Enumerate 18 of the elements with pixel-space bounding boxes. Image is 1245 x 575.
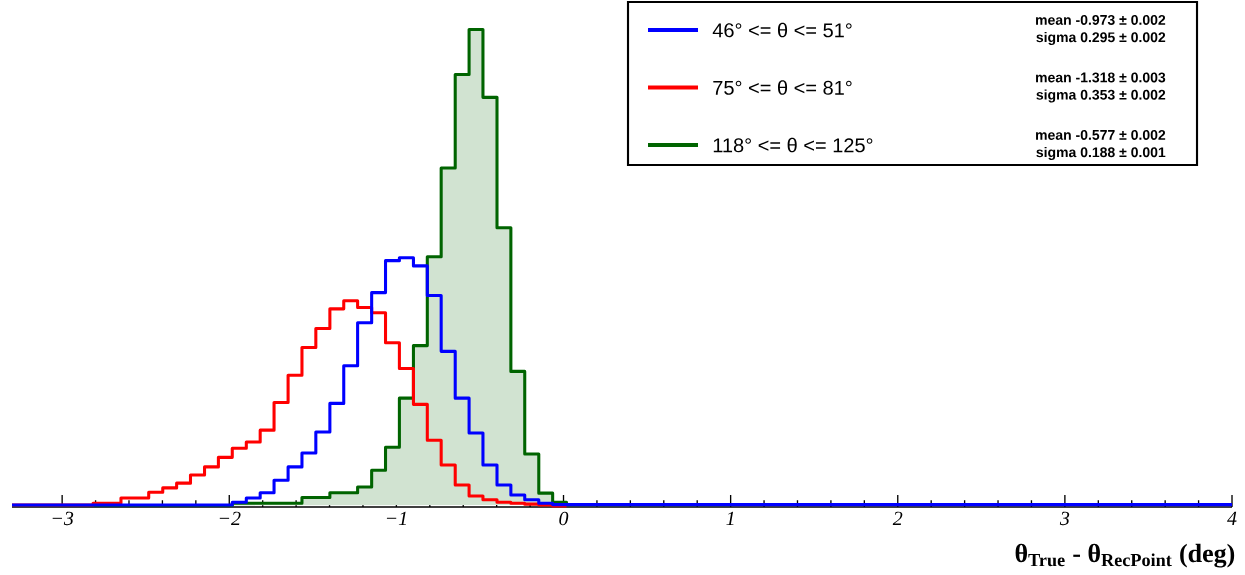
x-tick-label: 1 <box>726 511 734 525</box>
annotation: sigma 0.188 ± 0.001 <box>1036 146 1166 161</box>
annotation: sigma 0.295 ± 0.002 <box>1036 31 1166 46</box>
legend-label: 118° <= θ <= 125° <box>713 137 873 153</box>
legend-label: 46° <= θ <= 51° <box>712 22 852 38</box>
x-axis-title: θ$_{True}$ - θ$_{RecPoint}$ (deg) <box>1015 543 1235 568</box>
text: mean -0.973 ± 0.002 <box>1036 14 1166 25</box>
legend-label: 75° <= θ <= 81° <box>713 80 852 95</box>
x-tick-label: 2 <box>892 511 903 525</box>
annotation: mean -1.318 ± 0.003 <box>1036 72 1166 83</box>
annotation: mean -0.577 ± 0.002 <box>1036 129 1166 140</box>
x-tick-label: 3 <box>1059 511 1070 526</box>
x-tick-label: 4 <box>1227 511 1237 525</box>
x-tick-label: −3 <box>52 511 74 526</box>
annotation: sigma 0.353 ± 0.002 <box>1036 89 1166 103</box>
x-tick-label: −1 <box>386 511 406 525</box>
x-tick-label: 0 <box>559 511 569 526</box>
x-tick-label: −2 <box>219 511 241 525</box>
